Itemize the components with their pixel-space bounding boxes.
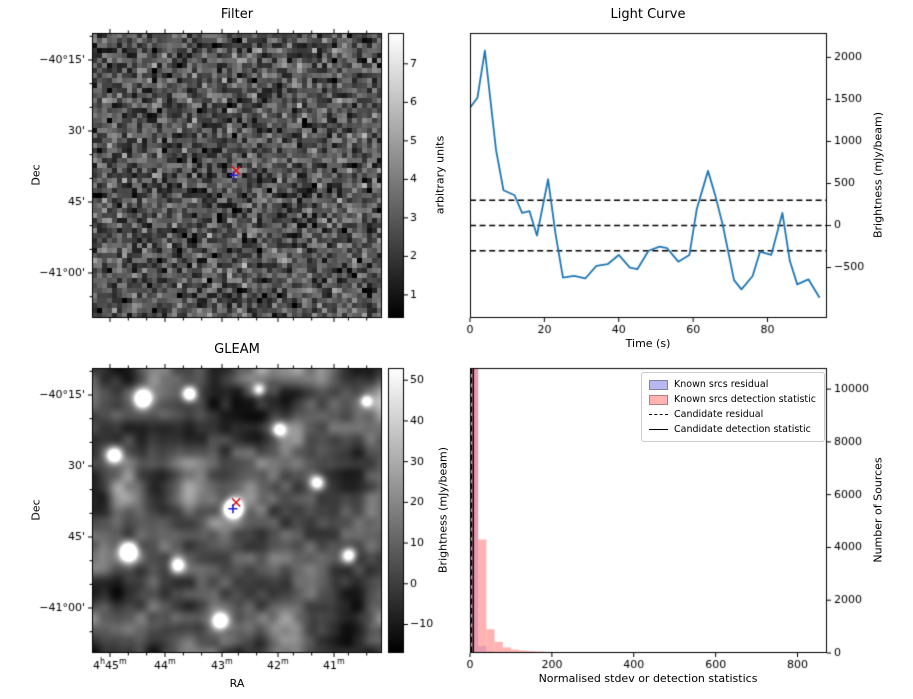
gleam-colorbar-label: Brightness (mJy/beam) [436, 446, 450, 574]
filter-dec-axis-label: Dec [29, 164, 43, 186]
legend-swatch-known-residual [649, 379, 668, 390]
legend-swatch-known-detection [649, 394, 668, 405]
legend-swatch-candidate-residual [649, 414, 668, 415]
lightcurve-title: Light Curve [610, 7, 686, 22]
legend-entry-candidate-detection: Candidate detection statistic [649, 422, 816, 437]
legend-entry-known-detection: Known srcs detection statistic [649, 392, 816, 407]
histogram-legend: Known srcs residual Known srcs detection… [641, 372, 825, 442]
legend-label: Candidate detection statistic [674, 423, 811, 435]
gleam-title: GLEAM [214, 342, 260, 357]
gleam-ra-axis-label: RA [229, 677, 245, 690]
histogram-y-axis-label: Number of Sources [871, 457, 885, 563]
legend-label: Known srcs residual [674, 378, 769, 390]
lightcurve-brightness-axis-label: Brightness (mJy/beam) [871, 111, 885, 239]
legend-label: Known srcs detection statistic [674, 393, 816, 405]
legend-label: Candidate residual [674, 408, 764, 420]
legend-entry-candidate-residual: Candidate residual [649, 407, 816, 422]
filter-title: Filter [220, 7, 254, 22]
legend-entry-known-residual: Known srcs residual [649, 377, 816, 392]
histogram-x-axis-label: Normalised stdev or detection statistics [538, 672, 758, 685]
filter-colorbar-label: arbitrary units [433, 135, 447, 215]
gleam-dec-axis-label: Dec [29, 499, 43, 521]
lightcurve-time-axis-label: Time (s) [625, 337, 671, 350]
legend-swatch-candidate-detection [649, 429, 668, 430]
